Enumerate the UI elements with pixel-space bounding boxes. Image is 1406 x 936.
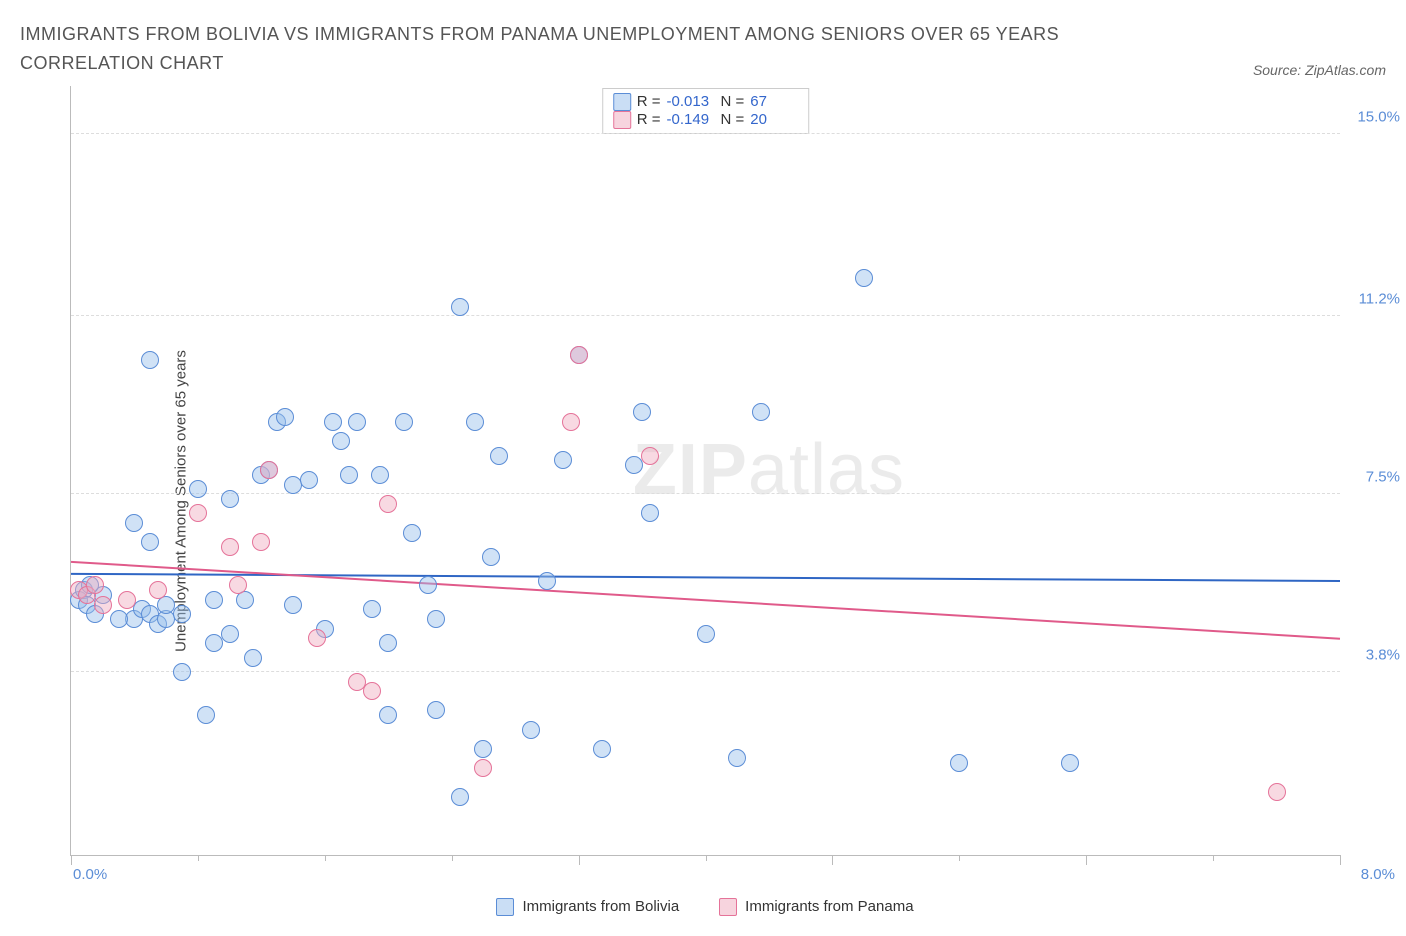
trend-line: [71, 573, 1340, 580]
point-bolivia: [324, 413, 342, 431]
point-bolivia: [125, 514, 143, 532]
point-bolivia: [633, 403, 651, 421]
x-tick: [1213, 855, 1214, 861]
legend-item-bolivia: Immigrants from Bolivia: [496, 898, 679, 916]
point-bolivia: [1061, 754, 1079, 772]
point-bolivia: [221, 490, 239, 508]
swatch-panama-icon: [719, 898, 737, 916]
point-panama: [86, 576, 104, 594]
x-tick: [1086, 855, 1087, 865]
point-bolivia: [474, 740, 492, 758]
point-bolivia: [950, 754, 968, 772]
plot-area: ZIPatlas R = -0.013 N = 67 R = -0.149 N …: [70, 86, 1340, 856]
point-bolivia: [205, 591, 223, 609]
point-panama: [118, 591, 136, 609]
point-bolivia: [197, 706, 215, 724]
x-tick: [1340, 855, 1341, 865]
x-tick: [706, 855, 707, 861]
point-bolivia: [490, 447, 508, 465]
x-tick: [832, 855, 833, 865]
x-tick-label: 8.0%: [1345, 866, 1395, 883]
x-tick: [325, 855, 326, 861]
point-panama: [221, 538, 239, 556]
x-tick: [959, 855, 960, 861]
point-bolivia: [110, 610, 128, 628]
point-bolivia: [593, 740, 611, 758]
y-tick-label: 15.0%: [1345, 108, 1400, 125]
point-bolivia: [173, 663, 191, 681]
x-tick: [198, 855, 199, 861]
point-bolivia: [451, 788, 469, 806]
point-bolivia: [348, 413, 366, 431]
point-panama: [1268, 783, 1286, 801]
point-panama: [94, 596, 112, 614]
point-bolivia: [697, 625, 715, 643]
point-bolivia: [427, 701, 445, 719]
point-bolivia: [554, 451, 572, 469]
point-bolivia: [173, 605, 191, 623]
point-bolivia: [363, 600, 381, 618]
x-tick: [452, 855, 453, 861]
point-bolivia: [379, 706, 397, 724]
point-bolivia: [522, 721, 540, 739]
point-panama: [189, 504, 207, 522]
source-attribution: Source: ZipAtlas.com: [1253, 62, 1386, 78]
point-bolivia: [538, 572, 556, 590]
y-tick-label: 3.8%: [1345, 646, 1400, 663]
point-panama: [308, 629, 326, 647]
point-bolivia: [221, 625, 239, 643]
point-bolivia: [205, 634, 223, 652]
point-bolivia: [641, 504, 659, 522]
legend-label-bolivia: Immigrants from Bolivia: [522, 898, 679, 915]
y-tick-label: 11.2%: [1345, 291, 1400, 308]
point-bolivia: [482, 548, 500, 566]
x-tick: [71, 855, 72, 865]
point-bolivia: [300, 471, 318, 489]
x-tick-label: 0.0%: [73, 866, 107, 883]
x-tick: [579, 855, 580, 865]
point-bolivia: [332, 432, 350, 450]
chart-title: IMMIGRANTS FROM BOLIVIA VS IMMIGRANTS FR…: [20, 20, 1120, 78]
point-panama: [149, 581, 167, 599]
point-bolivia: [284, 596, 302, 614]
legend-item-panama: Immigrants from Panama: [719, 898, 913, 916]
point-panama: [474, 759, 492, 777]
chart-container: Unemployment Among Seniors over 65 years…: [20, 86, 1386, 916]
point-bolivia: [141, 351, 159, 369]
point-panama: [229, 576, 247, 594]
point-bolivia: [427, 610, 445, 628]
point-bolivia: [728, 749, 746, 767]
point-bolivia: [340, 466, 358, 484]
point-bolivia: [276, 408, 294, 426]
point-bolivia: [379, 634, 397, 652]
point-bolivia: [419, 576, 437, 594]
point-panama: [570, 346, 588, 364]
point-bolivia: [855, 269, 873, 287]
point-panama: [252, 533, 270, 551]
point-panama: [641, 447, 659, 465]
point-bolivia: [752, 403, 770, 421]
legend-label-panama: Immigrants from Panama: [745, 898, 913, 915]
point-bolivia: [189, 480, 207, 498]
point-bolivia: [451, 298, 469, 316]
point-bolivia: [395, 413, 413, 431]
series-legend: Immigrants from Bolivia Immigrants from …: [70, 898, 1340, 916]
point-bolivia: [403, 524, 421, 542]
point-panama: [562, 413, 580, 431]
point-bolivia: [466, 413, 484, 431]
point-bolivia: [371, 466, 389, 484]
point-bolivia: [244, 649, 262, 667]
point-panama: [379, 495, 397, 513]
y-tick-label: 7.5%: [1345, 469, 1400, 486]
point-panama: [260, 461, 278, 479]
point-bolivia: [625, 456, 643, 474]
point-panama: [363, 682, 381, 700]
swatch-bolivia-icon: [496, 898, 514, 916]
point-bolivia: [141, 533, 159, 551]
